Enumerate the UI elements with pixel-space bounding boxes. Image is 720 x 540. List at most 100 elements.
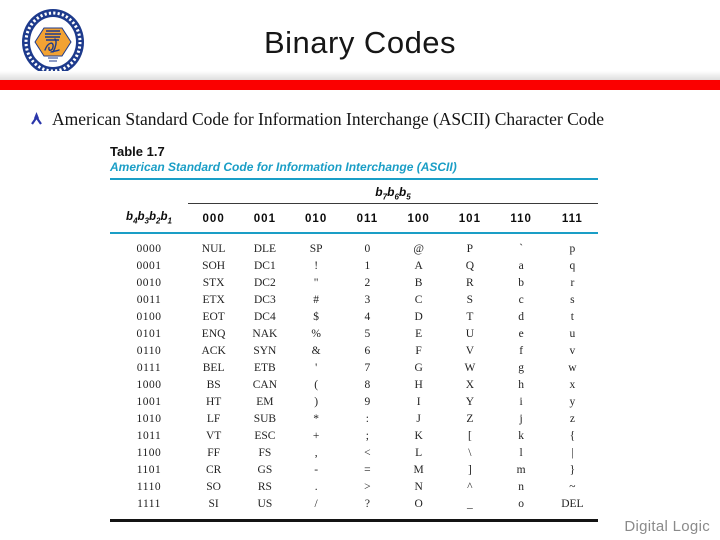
table-row: 1100 FF FS, < L \ l |: [110, 445, 598, 462]
char-cell: `: [519, 243, 524, 256]
row-bits: 0010: [136, 277, 162, 290]
column-header-row: b4b3b2b1 000 001 010 011 100 101 110 111: [110, 204, 598, 231]
table-row: 1011 VT ESC +; K [k {: [110, 428, 598, 445]
char-cell: G: [414, 362, 423, 375]
char-cell: K: [414, 430, 423, 443]
char-cell: F: [415, 345, 422, 358]
char-cell: Z: [466, 413, 474, 426]
char-cell: 7: [364, 362, 371, 375]
char-cell: CR: [205, 464, 222, 477]
char-cell: T: [466, 311, 474, 324]
char-cell: :: [365, 413, 369, 426]
bit-letter: b: [149, 211, 157, 224]
char-cell: o: [518, 498, 524, 511]
col-header: 101: [458, 212, 481, 225]
char-cell: B: [414, 277, 423, 290]
bit-group-header: b7b6b5: [110, 180, 598, 205]
char-cell: SYN: [253, 345, 277, 358]
bit-letter: b: [387, 185, 395, 199]
char-cell: DC3: [254, 294, 276, 307]
table-top-rule: [110, 178, 598, 180]
char-cell: w: [568, 362, 577, 375]
page-title: Binary Codes: [263, 25, 457, 60]
char-cell: 8: [364, 379, 371, 392]
char-cell: EM: [256, 396, 274, 409]
char-cell: BS: [206, 379, 221, 392]
char-cell: US: [257, 498, 273, 511]
char-cell: NUL: [201, 243, 226, 256]
char-cell: n: [518, 481, 524, 494]
char-cell: ~: [569, 481, 576, 494]
char-cell: Y: [465, 396, 475, 409]
col-header: 011: [356, 212, 379, 225]
char-cell: A: [414, 260, 423, 273]
char-cell: ]: [467, 464, 472, 477]
char-cell: NAK: [252, 328, 278, 341]
char-cell: 5: [364, 328, 371, 341]
char-cell: M: [413, 464, 424, 477]
bit-subscript: 4: [133, 216, 138, 226]
char-cell: g: [518, 362, 524, 375]
col-header: 000: [202, 212, 225, 225]
row-bits: 1001: [136, 396, 162, 409]
table-subtitle: American Standard Code for Information I…: [110, 160, 457, 174]
char-cell: ;: [365, 430, 369, 443]
char-cell: GS: [257, 464, 273, 477]
row-bits: 1010: [136, 413, 162, 426]
table-row: 1110 SO RS. > N ^ n ~: [110, 479, 598, 496]
char-cell: -: [314, 464, 319, 477]
char-cell: LF: [206, 413, 221, 426]
char-cell: =: [364, 464, 371, 477]
char-cell: DEL: [561, 498, 584, 511]
university-seal-logo: [21, 8, 85, 76]
char-cell: DC2: [254, 277, 276, 290]
char-cell: N: [414, 481, 423, 494]
char-cell: .: [314, 481, 318, 494]
bit-letter: b: [137, 211, 145, 224]
bit-subscript: 5: [406, 192, 411, 202]
char-cell: BEL: [202, 362, 225, 375]
char-cell: *: [313, 413, 319, 426]
char-cell: ): [314, 396, 319, 409]
char-cell: [: [467, 430, 472, 443]
char-cell: DLE: [253, 243, 277, 256]
char-cell: (: [314, 379, 319, 392]
char-cell: FS: [258, 447, 272, 460]
char-cell: 3: [364, 294, 371, 307]
char-cell: @: [413, 243, 424, 256]
row-bits: 1100: [136, 447, 162, 460]
char-cell: y: [569, 396, 576, 409]
char-cell: VT: [205, 430, 222, 443]
char-cell: J: [416, 413, 421, 426]
char-cell: e: [518, 328, 524, 341]
char-cell: ,: [314, 447, 318, 460]
char-cell: 2: [364, 277, 371, 290]
char-cell: !: [314, 260, 319, 273]
char-cell: _: [467, 498, 473, 511]
char-cell: X: [465, 379, 475, 392]
char-cell: k: [518, 430, 524, 443]
char-cell: {: [569, 430, 576, 443]
char-cell: STX: [202, 277, 225, 290]
bit-letter: b: [160, 211, 168, 224]
char-cell: D: [414, 311, 423, 324]
char-cell: l: [519, 447, 523, 460]
table-row: 1111 SI US /? O _ o DEL: [110, 496, 598, 513]
row-bits: 0001: [136, 260, 162, 273]
bullet-item: American Standard Code for Information I…: [30, 108, 710, 130]
row-bits: 0101: [136, 328, 162, 341]
char-cell: z: [569, 413, 575, 426]
row-bits-header: b4b3b2b1: [110, 211, 188, 225]
char-cell: L: [415, 447, 423, 460]
char-cell: R: [466, 277, 474, 290]
bit-subscript: 3: [144, 216, 149, 226]
char-cell: \: [468, 447, 472, 460]
char-cell: ENQ: [201, 328, 226, 341]
